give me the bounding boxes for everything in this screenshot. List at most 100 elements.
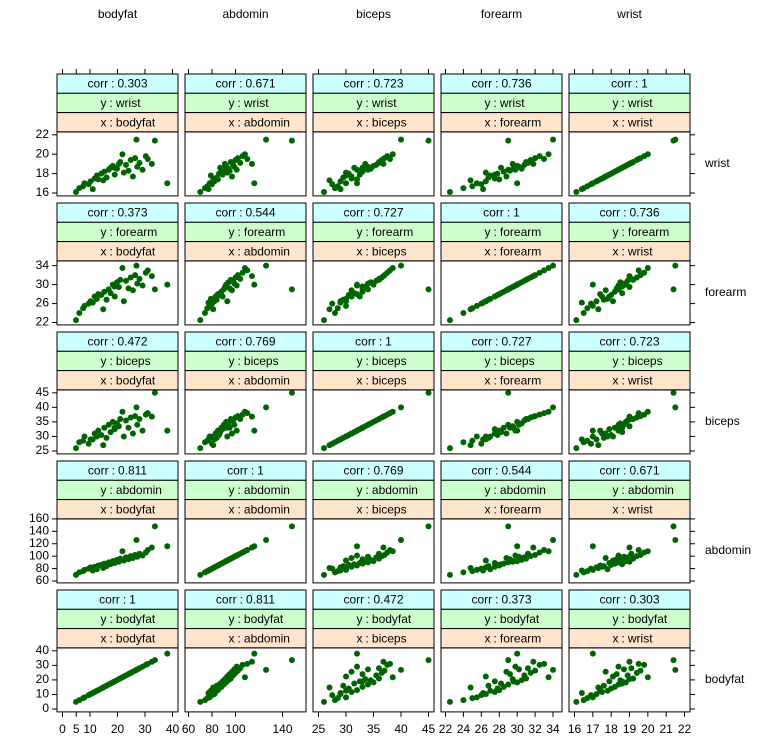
strip-label: y: bodyfat <box>229 612 284 626</box>
point <box>244 660 251 667</box>
point <box>514 180 521 187</box>
point <box>380 273 387 280</box>
strip-name: x <box>613 631 619 645</box>
strip-sep: : <box>366 354 369 368</box>
point <box>473 302 480 309</box>
point <box>139 166 146 173</box>
point <box>619 283 626 290</box>
point <box>482 673 489 680</box>
point <box>251 180 258 187</box>
point <box>134 280 141 287</box>
row-label: bodyfat <box>705 672 745 686</box>
point <box>630 675 637 682</box>
point <box>205 689 212 696</box>
strip-name: corr <box>87 335 108 349</box>
strip-value: bodyfat <box>500 612 540 626</box>
strip-sep: : <box>494 354 497 368</box>
point <box>205 436 212 443</box>
point <box>485 682 492 689</box>
point <box>248 658 255 665</box>
point <box>72 317 79 324</box>
x-tick-label: 20 <box>111 722 125 736</box>
point <box>510 558 517 565</box>
point <box>201 310 208 317</box>
strip-sep: : <box>110 96 113 110</box>
strip-value: wrist <box>627 244 653 258</box>
strip-value: bodyfat <box>116 502 156 516</box>
column-label: forearm <box>481 7 522 21</box>
strip-name: corr <box>343 77 364 91</box>
point <box>219 293 226 300</box>
point <box>233 427 240 434</box>
points <box>72 262 171 324</box>
strip-label: corr:0.769 <box>343 464 403 478</box>
point <box>545 265 552 272</box>
strip-name: y <box>613 225 619 239</box>
point <box>263 666 270 673</box>
x-tick-label: 45 <box>422 722 436 736</box>
point <box>343 169 349 176</box>
strip-value: abdomin <box>244 373 290 387</box>
points <box>72 523 171 578</box>
point <box>602 173 609 180</box>
strip-sep: : <box>367 206 370 220</box>
point <box>512 663 519 670</box>
y-tick-label: 100 <box>29 548 49 562</box>
point <box>120 433 127 440</box>
point <box>164 281 171 288</box>
point <box>231 421 238 428</box>
point <box>524 550 531 557</box>
strip-label: y: bodyfat <box>101 612 156 626</box>
strip-label: corr:0.736 <box>471 77 531 91</box>
points <box>573 389 679 452</box>
point <box>505 137 512 144</box>
column-label: abdomin <box>222 7 268 21</box>
strip-value: biceps <box>500 354 535 368</box>
point <box>107 290 114 297</box>
point <box>644 408 651 415</box>
strip-label: corr:0.811 <box>216 593 275 607</box>
point <box>389 151 396 158</box>
point <box>573 189 580 196</box>
strip-label: x: bodyfat <box>101 244 156 258</box>
point <box>672 136 679 143</box>
point <box>467 564 474 571</box>
point <box>593 298 600 305</box>
strip-value: abdomin <box>244 483 290 497</box>
strip-value: 0.727 <box>501 335 531 349</box>
point <box>376 415 382 422</box>
strip-sep: : <box>110 631 113 645</box>
point <box>129 287 136 294</box>
point <box>223 283 230 290</box>
strip-sep: : <box>622 483 625 497</box>
point <box>89 436 96 443</box>
point <box>380 544 387 551</box>
strip-sep: : <box>495 335 498 349</box>
point <box>615 552 622 559</box>
point <box>80 305 87 312</box>
point <box>329 692 336 699</box>
point <box>621 666 627 673</box>
point <box>425 137 432 144</box>
point <box>354 166 360 173</box>
strip-value: 1 <box>513 206 520 220</box>
x-tick-label: 25 <box>312 722 326 736</box>
strip-name: y <box>101 96 107 110</box>
strip-label: y: wrist <box>101 96 142 110</box>
points <box>197 650 295 705</box>
point <box>89 186 96 193</box>
point <box>136 415 143 422</box>
point <box>578 567 585 574</box>
point <box>584 695 591 702</box>
x-tick-label: 17 <box>586 722 600 736</box>
point <box>365 681 371 688</box>
strip-sep: : <box>366 225 369 239</box>
point <box>600 563 607 570</box>
point <box>550 404 557 411</box>
point <box>115 283 122 290</box>
strip-sep: : <box>238 373 241 387</box>
point <box>545 674 552 681</box>
x-tick-label: 30 <box>339 722 353 736</box>
points <box>446 650 557 705</box>
point <box>460 185 467 192</box>
